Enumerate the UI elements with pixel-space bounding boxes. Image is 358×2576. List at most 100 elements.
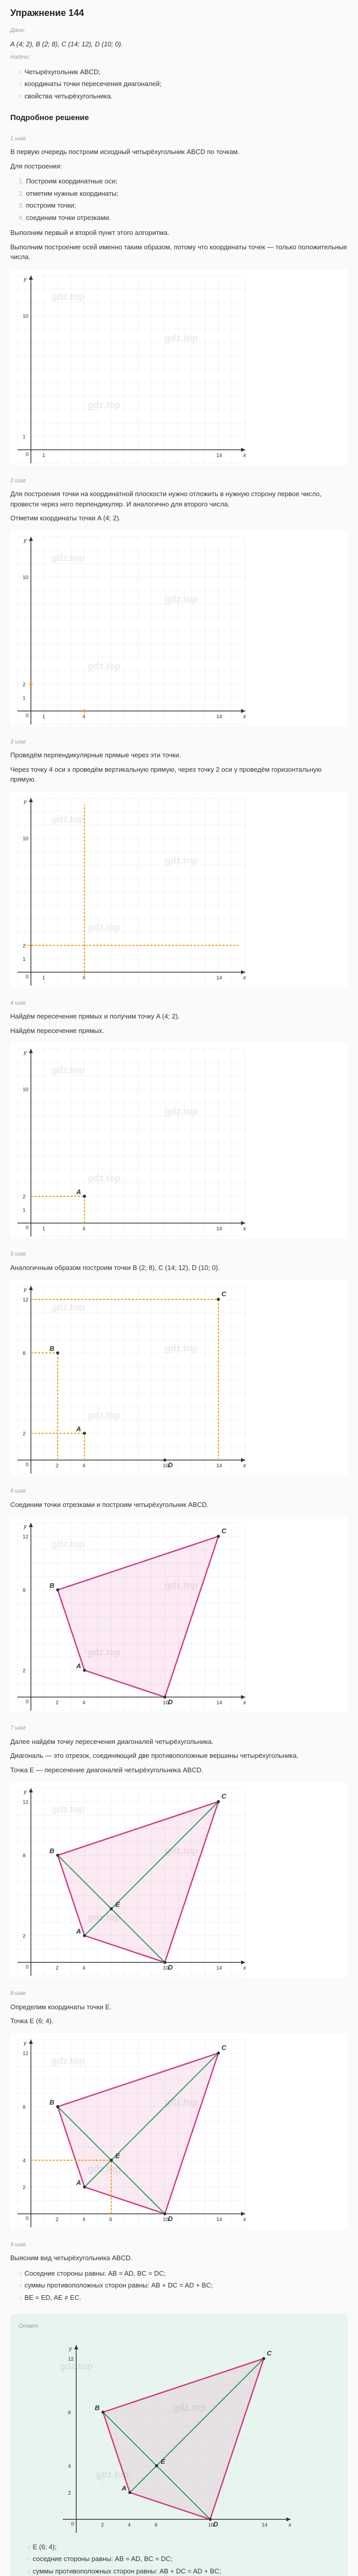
svg-text:4: 4 — [23, 2158, 26, 2164]
props-list: Соседние стороны равны: AB = AD, BC = DC… — [0, 2265, 358, 2306]
step-label: 3 шаг — [0, 732, 358, 749]
svg-text:8: 8 — [23, 2105, 26, 2110]
svg-text:10: 10 — [23, 575, 29, 581]
svg-text:y: y — [23, 1286, 27, 1293]
svg-text:1: 1 — [42, 714, 45, 720]
list-item: BE = ED, AE ≠ EC. — [19, 2292, 348, 2304]
step-text: Выясним вид четырёхугольника ABCD. — [0, 2251, 358, 2265]
svg-text:x: x — [243, 1700, 246, 1706]
svg-text:y: y — [69, 2346, 73, 2352]
step-text: Точка E (6; 4). — [0, 2014, 358, 2028]
step-label: 7 шаг — [0, 1718, 358, 1735]
find-item: свойства четырёхугольника. — [19, 90, 348, 103]
step-label: 6 шаг — [0, 1481, 358, 1498]
given-text: A (4; 2), B (2; 8), C (14; 12), D (10; 0… — [0, 37, 358, 52]
graph-diagonals: xy02410142812ABCDEgdz.topgdz.topgdz.top — [10, 1782, 348, 1978]
svg-text:y: y — [23, 276, 27, 282]
svg-text:x: x — [243, 1965, 246, 1971]
svg-text:y: y — [23, 1789, 27, 1795]
svg-text:A: A — [76, 1927, 81, 1935]
svg-text:2: 2 — [56, 1965, 59, 1971]
svg-text:1: 1 — [23, 1208, 26, 1213]
svg-text:x: x — [243, 1463, 246, 1469]
step-text: Аналогичным образом построим точки B (2;… — [0, 1261, 358, 1275]
svg-text:14: 14 — [216, 975, 223, 981]
svg-text:2: 2 — [23, 2185, 26, 2191]
svg-text:14: 14 — [216, 2217, 223, 2223]
svg-text:2: 2 — [68, 2490, 71, 2496]
graph-axes-only: xy0114110gdz.topgdz.topgdz.top — [10, 269, 348, 465]
svg-text:0: 0 — [71, 2521, 74, 2527]
step-list: Построим координатные оси; отметим нужны… — [0, 173, 358, 226]
svg-text:y: y — [23, 799, 27, 805]
svg-text:y: y — [23, 1523, 27, 1530]
graph-point-e: xy0246101424812ABCDEgdz.topgdz.topgdz.to… — [10, 2033, 348, 2229]
step-text: Далее найдём точку пересечения диагонале… — [0, 1735, 358, 1749]
svg-text:14: 14 — [216, 1700, 223, 1706]
step-text: Через точку 4 оси x проведём вертикальну… — [0, 762, 358, 787]
svg-text:2: 2 — [23, 682, 26, 688]
svg-text:A: A — [76, 2179, 81, 2187]
svg-text:8: 8 — [68, 2410, 71, 2416]
step-text: В первую очередь построим исходный четыр… — [0, 145, 358, 159]
list-item: Соседние стороны равны: AB = AD, BC = DC… — [19, 2267, 348, 2280]
list-item: отметим нужные координаты; — [19, 188, 348, 200]
svg-text:2: 2 — [23, 1934, 26, 1939]
graph-point-a: xy014141210Agdz.topgdz.topgdz.top — [10, 1043, 348, 1239]
svg-text:14: 14 — [216, 714, 223, 720]
svg-text:2: 2 — [56, 1700, 59, 1706]
graph-perp-lines: xy014141210gdz.topgdz.topgdz.top — [10, 792, 348, 988]
svg-text:10: 10 — [23, 836, 29, 842]
svg-text:1: 1 — [42, 1226, 45, 1232]
svg-text:1: 1 — [23, 957, 26, 962]
svg-text:E: E — [115, 2152, 120, 2160]
svg-text:0: 0 — [26, 452, 29, 457]
find-list: Четырёхугольник ABCD; координаты точки п… — [0, 64, 358, 105]
svg-text:2: 2 — [23, 1668, 26, 1674]
svg-text:0: 0 — [26, 1964, 29, 1970]
svg-text:x: x — [243, 975, 246, 981]
svg-text:10: 10 — [23, 1087, 29, 1093]
svg-text:B: B — [49, 2098, 54, 2106]
find-item: координаты точки пересечения диагоналей; — [19, 78, 348, 90]
step-text: Определим координаты точки E. — [0, 2000, 358, 2014]
svg-text:0: 0 — [26, 1699, 29, 1705]
step-label: 2 шаг — [0, 470, 358, 487]
step-text: Диагональ — это отрезок, соединяющий две… — [0, 1749, 358, 1763]
svg-text:B: B — [95, 2404, 99, 2412]
step-text: Для построения: — [0, 159, 358, 174]
svg-text:x: x — [288, 2522, 292, 2528]
svg-text:14: 14 — [216, 1226, 223, 1232]
svg-text:y: y — [23, 2040, 27, 2046]
svg-text:4: 4 — [82, 1965, 86, 1971]
step-text: Соединим точки отрезками и построим четы… — [0, 1498, 358, 1512]
find-item: Четырёхугольник ABCD; — [19, 66, 348, 78]
svg-text:4: 4 — [82, 1463, 86, 1469]
graph-all-points: xy02410142812ABCDgdz.topgdz.topgdz.top — [10, 1280, 348, 1476]
svg-text:C: C — [221, 1290, 227, 1298]
svg-text:6: 6 — [155, 2522, 158, 2528]
svg-text:6: 6 — [109, 2217, 112, 2223]
svg-text:2: 2 — [23, 943, 26, 949]
svg-text:2: 2 — [56, 1463, 59, 1469]
svg-text:y: y — [23, 537, 27, 544]
svg-text:D: D — [168, 1461, 173, 1469]
graph-marks-a: xy014141210gdz.topgdz.topgdz.top — [10, 531, 348, 726]
svg-text:4: 4 — [82, 1226, 86, 1232]
step-label: 9 шаг — [0, 2234, 358, 2251]
svg-text:A: A — [76, 1188, 81, 1196]
list-item: построим точки; — [19, 199, 348, 212]
svg-text:x: x — [243, 452, 246, 459]
step-label: 8 шаг — [0, 1983, 358, 2000]
svg-text:14: 14 — [216, 1965, 223, 1971]
svg-text:14: 14 — [216, 453, 223, 459]
list-item: суммы противоположных сторон равны: AB +… — [19, 2279, 348, 2292]
svg-text:4: 4 — [82, 1700, 86, 1706]
svg-text:0: 0 — [26, 1225, 29, 1231]
svg-text:B: B — [49, 1582, 54, 1589]
svg-text:A: A — [76, 1662, 81, 1670]
answer-item: E (6; 4); — [27, 2541, 339, 2553]
svg-text:12: 12 — [23, 1297, 29, 1303]
svg-text:C: C — [221, 1527, 227, 1535]
step-text: Отметим координаты точки A (4; 2). — [0, 511, 358, 526]
